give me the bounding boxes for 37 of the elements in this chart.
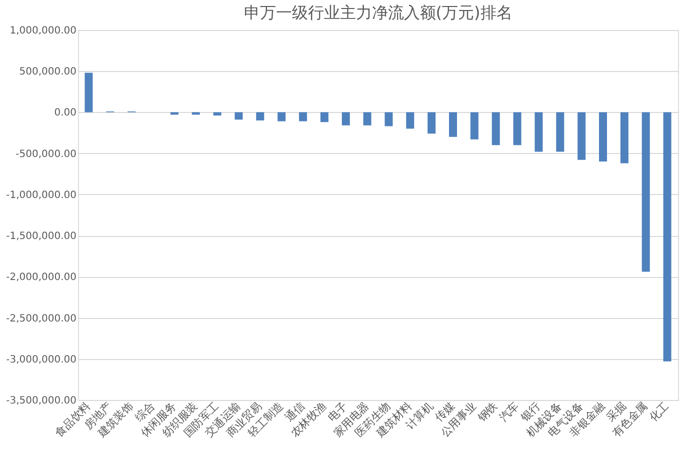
bar <box>534 112 543 152</box>
y-tick-label: -1,000,000.00 <box>6 190 76 201</box>
bar <box>406 112 414 129</box>
bar <box>492 112 500 146</box>
y-tick-label: -1,500,000.00 <box>6 231 76 242</box>
y-tick-label: -2,500,000.00 <box>6 313 76 324</box>
bar <box>556 112 564 152</box>
y-tick-label: -500,000.00 <box>16 148 76 160</box>
chart-title: 申万一级行业主力净流入额(万元)排名 <box>244 3 512 22</box>
bar <box>342 112 350 126</box>
bar <box>234 112 243 120</box>
bar <box>470 112 478 140</box>
y-tick-label: -2,000,000.00 <box>6 272 76 284</box>
y-tick-label: 1,000,000.00 <box>10 26 76 36</box>
bar <box>449 112 457 137</box>
y-tick-label: 0.00 <box>54 108 76 119</box>
bar <box>170 112 178 115</box>
bar <box>599 112 607 162</box>
bar <box>620 112 628 164</box>
bar <box>513 112 522 146</box>
y-tick-label: 500,000.00 <box>19 66 76 78</box>
y-tick-label: -3,000,000.00 <box>6 354 76 366</box>
bar <box>192 112 200 115</box>
x-tick-label: 化工 <box>646 400 672 424</box>
bar <box>663 112 672 362</box>
bar <box>84 72 93 112</box>
bar <box>384 112 393 126</box>
bar <box>578 112 586 160</box>
y-tick-label: -3,500,000.00 <box>6 396 76 406</box>
bar <box>299 112 307 122</box>
bar <box>213 112 222 116</box>
bar <box>320 112 328 122</box>
bar <box>642 112 650 272</box>
bar <box>256 112 264 120</box>
bar <box>278 112 286 122</box>
bar <box>428 112 436 134</box>
bar <box>363 112 372 126</box>
